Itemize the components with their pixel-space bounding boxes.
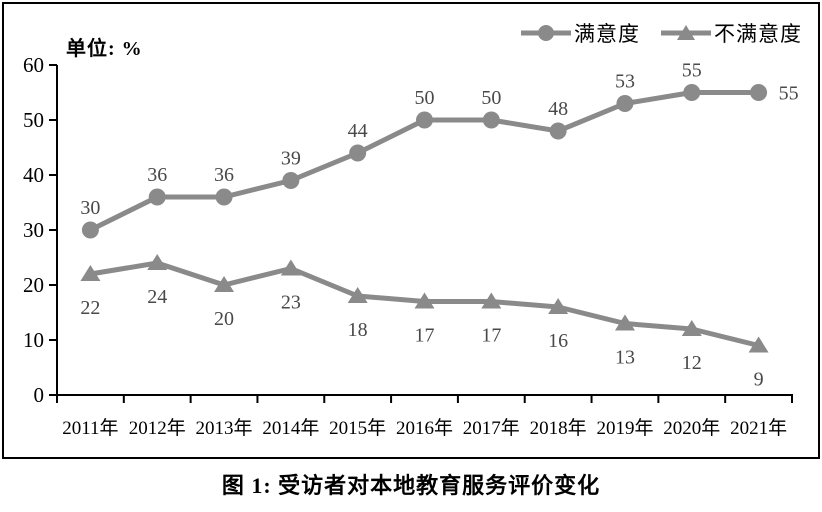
svg-text:20: 20 xyxy=(23,273,44,297)
svg-text:18: 18 xyxy=(348,319,368,341)
svg-text:0: 0 xyxy=(34,383,45,407)
svg-text:22: 22 xyxy=(80,297,100,319)
svg-text:50: 50 xyxy=(415,87,435,109)
chart-box: 0 10 20 30 40 50 60 2011年 2012年 2013年 2014年 2015年 20… xyxy=(2,2,820,459)
svg-text:2020年: 2020年 xyxy=(663,417,720,439)
legend-label-dissatisfaction: 不满意度 xyxy=(714,22,802,46)
svg-text:23: 23 xyxy=(281,292,301,314)
svg-text:39: 39 xyxy=(281,148,301,170)
legend-label-satisfaction: 满意度 xyxy=(574,22,640,46)
svg-text:2012年: 2012年 xyxy=(129,417,186,439)
svg-text:36: 36 xyxy=(147,164,167,186)
svg-text:13: 13 xyxy=(615,347,635,369)
svg-text:2019年: 2019年 xyxy=(596,417,653,439)
line-triangle-marker-icon xyxy=(661,25,711,40)
unit-label: 单位: % xyxy=(66,38,143,60)
chart-caption: 图 1: 受访者对本地教育服务评价变化 xyxy=(221,473,601,498)
svg-text:50: 50 xyxy=(481,87,501,109)
svg-text:55: 55 xyxy=(682,60,702,82)
svg-text:17: 17 xyxy=(415,325,435,347)
svg-text:55: 55 xyxy=(779,83,799,105)
svg-text:44: 44 xyxy=(348,120,368,142)
legend-item-satisfaction: 满意度 xyxy=(520,18,640,48)
svg-text:17: 17 xyxy=(481,325,501,347)
svg-text:2016年: 2016年 xyxy=(396,417,453,439)
line-circle-marker-icon xyxy=(521,25,571,41)
chart-svg: 0 10 20 30 40 50 60 2011年 2012年 2013年 2014年 2015年 20… xyxy=(23,53,799,439)
svg-text:2021年: 2021年 xyxy=(730,417,787,439)
svg-text:2011年: 2011年 xyxy=(62,417,118,439)
svg-text:2015年: 2015年 xyxy=(329,417,386,439)
svg-text:48: 48 xyxy=(548,98,568,120)
svg-text:53: 53 xyxy=(615,71,635,93)
svg-text:30: 30 xyxy=(23,218,44,242)
svg-text:36: 36 xyxy=(214,164,234,186)
svg-text:40: 40 xyxy=(23,163,44,187)
svg-text:30: 30 xyxy=(80,197,100,219)
svg-text:2013年: 2013年 xyxy=(196,417,253,439)
svg-text:60: 60 xyxy=(23,53,44,77)
legend: 满意度 不满意度 xyxy=(520,18,802,48)
svg-text:12: 12 xyxy=(682,352,702,374)
svg-text:2014年: 2014年 xyxy=(262,417,319,439)
svg-text:2017年: 2017年 xyxy=(463,417,520,439)
legend-item-dissatisfaction: 不满意度 xyxy=(660,18,802,48)
svg-text:10: 10 xyxy=(23,328,44,352)
svg-text:50: 50 xyxy=(23,108,44,132)
svg-text:16: 16 xyxy=(548,330,568,352)
svg-text:24: 24 xyxy=(147,286,167,308)
svg-text:9: 9 xyxy=(754,369,764,391)
svg-text:2018年: 2018年 xyxy=(530,417,587,439)
svg-text:20: 20 xyxy=(214,308,234,330)
